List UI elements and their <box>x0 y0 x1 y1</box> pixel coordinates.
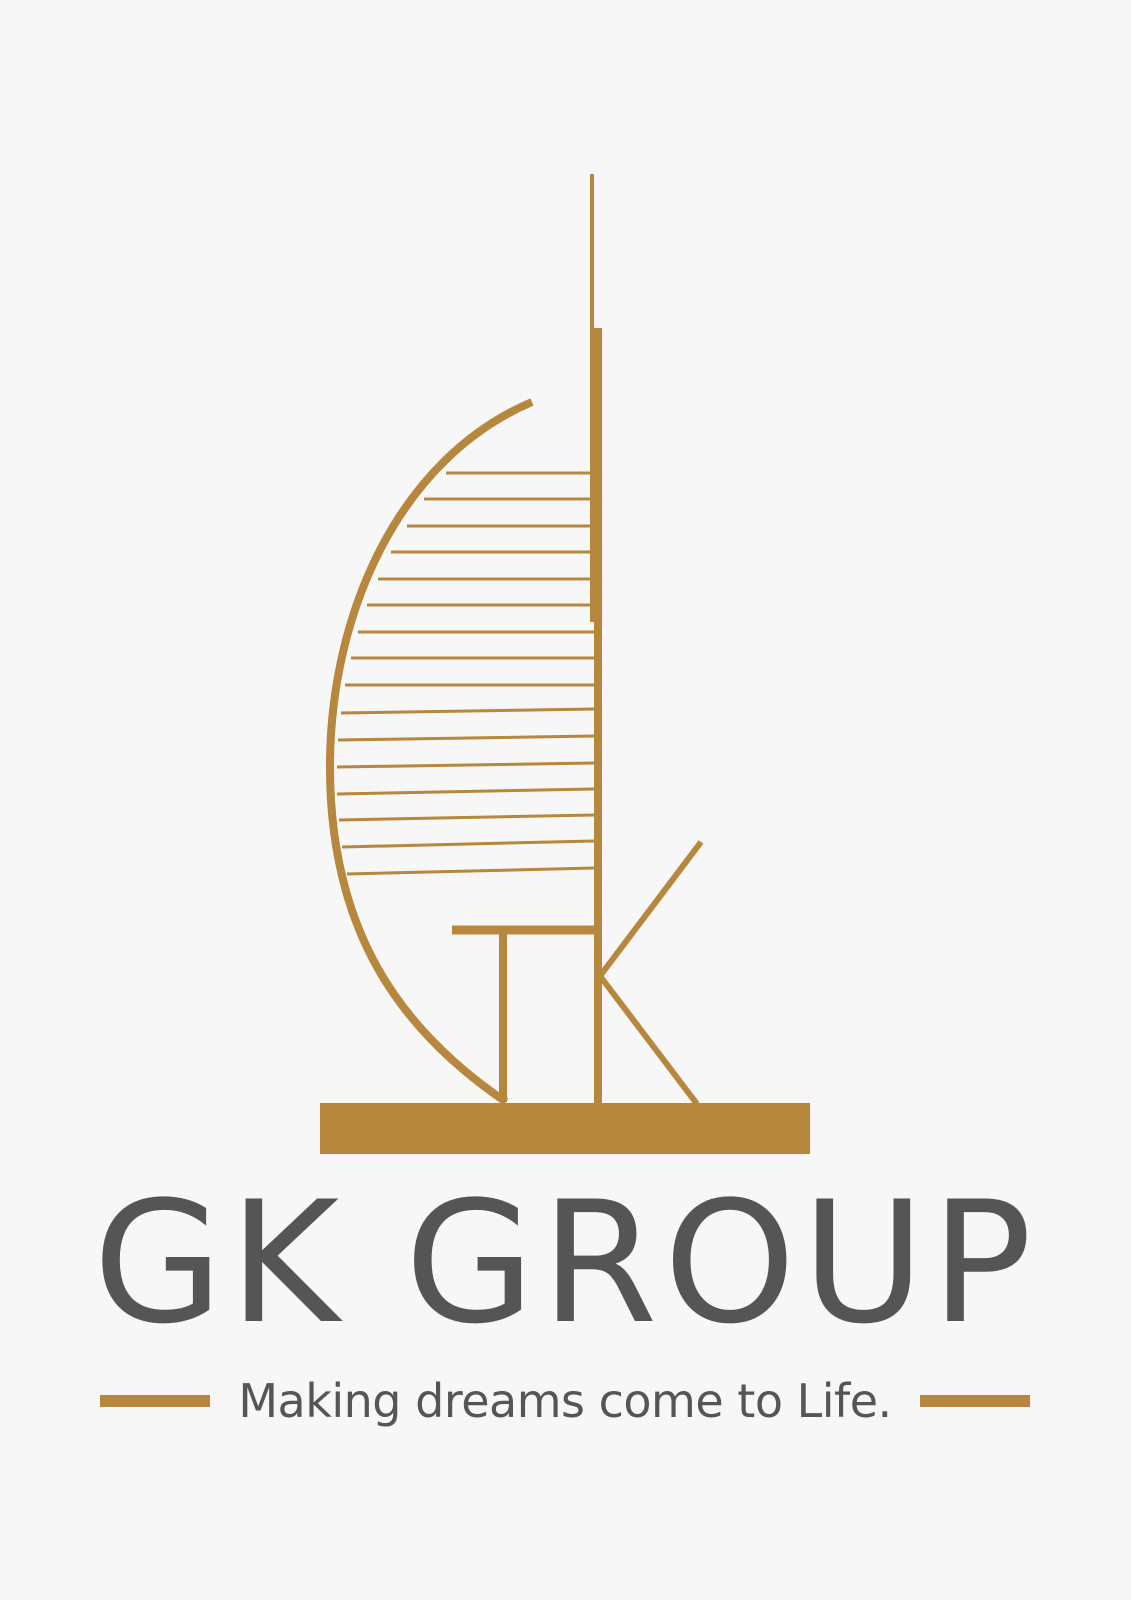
brand-name: GK GROUP <box>92 1165 1039 1361</box>
logo-base-bar <box>320 1103 810 1154</box>
monogram-k-lower-leg <box>597 974 700 1106</box>
tagline-row: Making dreams come to Life. <box>100 1370 1030 1432</box>
gk-sail-tower-logo-icon <box>320 174 810 1154</box>
sail-curve <box>325 398 534 1106</box>
tagline-right-rule <box>919 1395 1030 1407</box>
tagline: Making dreams come to Life. <box>238 1374 892 1428</box>
monogram-k-upper-arm <box>597 840 704 978</box>
sail-hatch-lines <box>336 471 595 876</box>
tagline-left-rule <box>100 1395 210 1407</box>
